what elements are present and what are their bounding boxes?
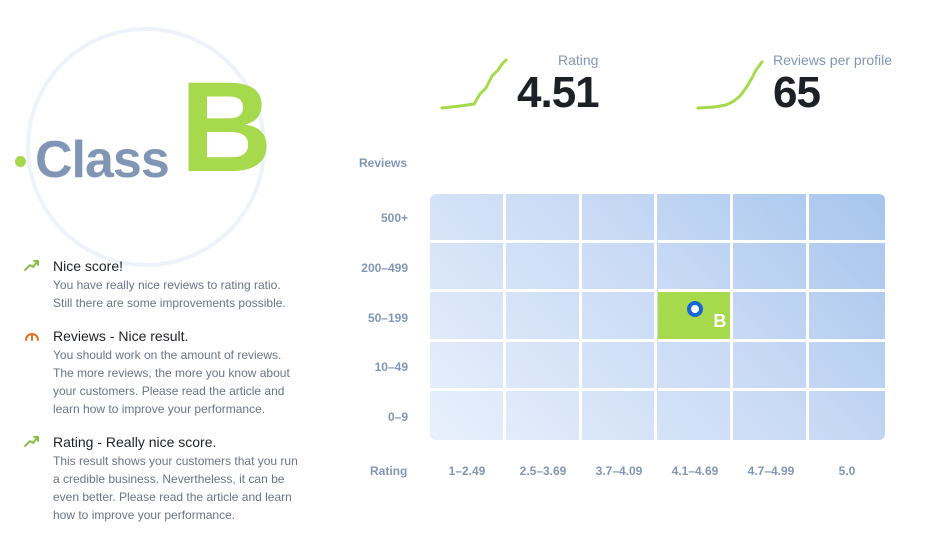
feedback-text-line: This result shows your customers that yo… (53, 454, 298, 468)
reviews-sparkline-icon (696, 60, 764, 110)
matrix-cell (733, 341, 810, 391)
trend-up-icon (24, 436, 39, 447)
position-marker-icon (687, 300, 704, 317)
rating-sparkline-icon (440, 58, 508, 110)
matrix-col-label: 3.7–4.09 (595, 464, 643, 478)
matrix-cell (505, 243, 582, 293)
feedback-title: Reviews - Nice result. (53, 328, 189, 344)
matrix-cell (733, 243, 810, 293)
matrix-col-label: 1–2.49 (448, 464, 486, 478)
matrix-cell (430, 341, 506, 391)
gauge-icon (25, 333, 39, 341)
matrix-cell (506, 390, 582, 440)
matrix-x-axis-title: Rating (370, 464, 408, 478)
feedback-text-line: even better. Please read the article and… (53, 490, 292, 504)
matrix-col-label: 4.1–4.69 (671, 464, 719, 478)
feedback-item-rating: Rating - Really nice score. This result … (22, 432, 322, 524)
matrix-cell (809, 243, 885, 293)
matrix-cell (733, 292, 810, 342)
matrix-col-label: 4.7–4.99 (747, 464, 795, 478)
matrix-row-label: 10–49 (374, 360, 408, 374)
matrix-cell (658, 390, 734, 440)
matrix-row-label: 0–9 (387, 410, 408, 424)
matrix-cell (733, 194, 810, 244)
matrix-cell (505, 292, 582, 342)
feedback-text-line: You have really nice reviews to rating r… (53, 278, 281, 292)
matrix-col-label: 2.5–3.69 (519, 464, 567, 478)
matrix-row-label: 50–199 (367, 311, 408, 325)
feedback-title: Nice score! (53, 258, 124, 274)
rating-kpi: Rating 4.51 (440, 52, 660, 122)
class-grade: B (180, 56, 273, 199)
matrix-cell (430, 194, 506, 244)
rating-value: 4.51 (517, 68, 600, 117)
matrix-cell (581, 292, 658, 342)
feedback-text-line: your customers. Please read the article … (53, 384, 285, 398)
trend-up-icon (24, 260, 39, 271)
reviews-per-profile-value: 65 (773, 68, 821, 117)
feedback-list: Nice score! You have really nice reviews… (22, 256, 322, 537)
matrix-cell (809, 391, 885, 440)
class-label: Class (35, 131, 170, 189)
matrix-cell (505, 194, 582, 244)
matrix-cell (809, 292, 885, 342)
matrix-cell (657, 243, 734, 293)
matrix-cell (582, 390, 658, 440)
matrix-cell (733, 390, 810, 440)
rating-label: Rating (558, 52, 599, 68)
matrix-cell (430, 243, 506, 293)
feedback-text-line: The more reviews, the more you know abou… (53, 366, 290, 380)
class-badge-dot (15, 156, 26, 167)
feedback-item-reviews: Reviews - Nice result. You should work o… (22, 326, 322, 418)
matrix-cell (809, 194, 885, 244)
class-badge-ring (26, 27, 266, 267)
matrix-cell (809, 342, 885, 391)
feedback-text-line: You should work on the amount of reviews… (53, 348, 282, 362)
matrix-cell (505, 341, 582, 391)
rating-reviews-matrix: B (430, 194, 885, 440)
matrix-cell (430, 390, 506, 440)
matrix-cell (657, 194, 734, 244)
feedback-text-line: a credible business. Nevertheless, it ca… (53, 472, 285, 486)
matrix-col-label: 5.0 (838, 464, 856, 478)
feedback-item-score: Nice score! You have really nice reviews… (22, 256, 322, 312)
matrix-cell-active: B (657, 292, 734, 342)
reviews-per-profile-label: Reviews per profile (773, 52, 893, 68)
matrix-row-label: 200–499 (361, 261, 408, 275)
feedback-text-line: learn how to improve your performance. (53, 402, 266, 416)
matrix-cell (581, 194, 658, 244)
feedback-text-line: how to improve your performance. (53, 508, 236, 522)
matrix-row-label: 500+ (380, 211, 408, 225)
feedback-text-line: Still there are some improvements possib… (53, 296, 286, 310)
matrix-cell (581, 341, 658, 391)
matrix-cell (657, 341, 734, 391)
reviews-per-profile-kpi: Reviews per profile 65 (696, 52, 916, 122)
feedback-title: Rating - Really nice score. (53, 434, 217, 450)
matrix-cell (581, 243, 658, 293)
matrix-cell (430, 292, 506, 342)
active-cell-grade: B (713, 310, 727, 331)
matrix-y-axis-title: Reviews (359, 156, 408, 170)
